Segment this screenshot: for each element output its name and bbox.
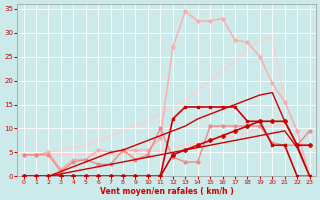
X-axis label: Vent moyen/en rafales ( km/h ): Vent moyen/en rafales ( km/h ) [100, 187, 234, 196]
